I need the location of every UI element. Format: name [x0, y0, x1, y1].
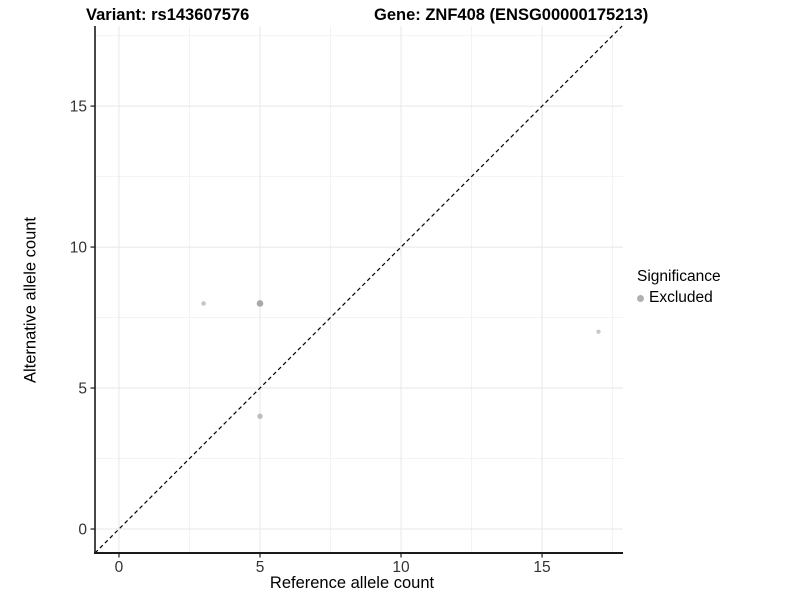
- x-tick-label: 15: [533, 559, 550, 576]
- y-tick-label: 10: [70, 240, 88, 257]
- variant-title: Variant: rs143607576: [86, 6, 250, 24]
- data-point: [256, 300, 264, 307]
- y-tick-label: 15: [70, 99, 87, 116]
- y-tick-label: 0: [78, 522, 87, 539]
- data-point: [596, 329, 601, 334]
- legend-item-excluded: Excluded: [637, 289, 721, 307]
- y-tick-label: 5: [78, 381, 87, 398]
- legend-item-label: Excluded: [649, 289, 713, 306]
- data-point: [201, 301, 206, 306]
- gene-title: Gene: ZNF408 (ENSG00000175213): [374, 6, 649, 24]
- x-tick-label: 0: [115, 559, 124, 576]
- x-tick-label: 5: [256, 559, 265, 576]
- legend-title: Significance: [637, 268, 721, 285]
- x-tick-label: 10: [392, 559, 410, 576]
- legend-point-icon: [637, 294, 644, 302]
- x-axis-title: Reference allele count: [269, 574, 435, 592]
- identity-dashed-line: [94, 25, 623, 554]
- legend: Significance Excluded: [637, 268, 721, 307]
- data-point: [257, 413, 263, 419]
